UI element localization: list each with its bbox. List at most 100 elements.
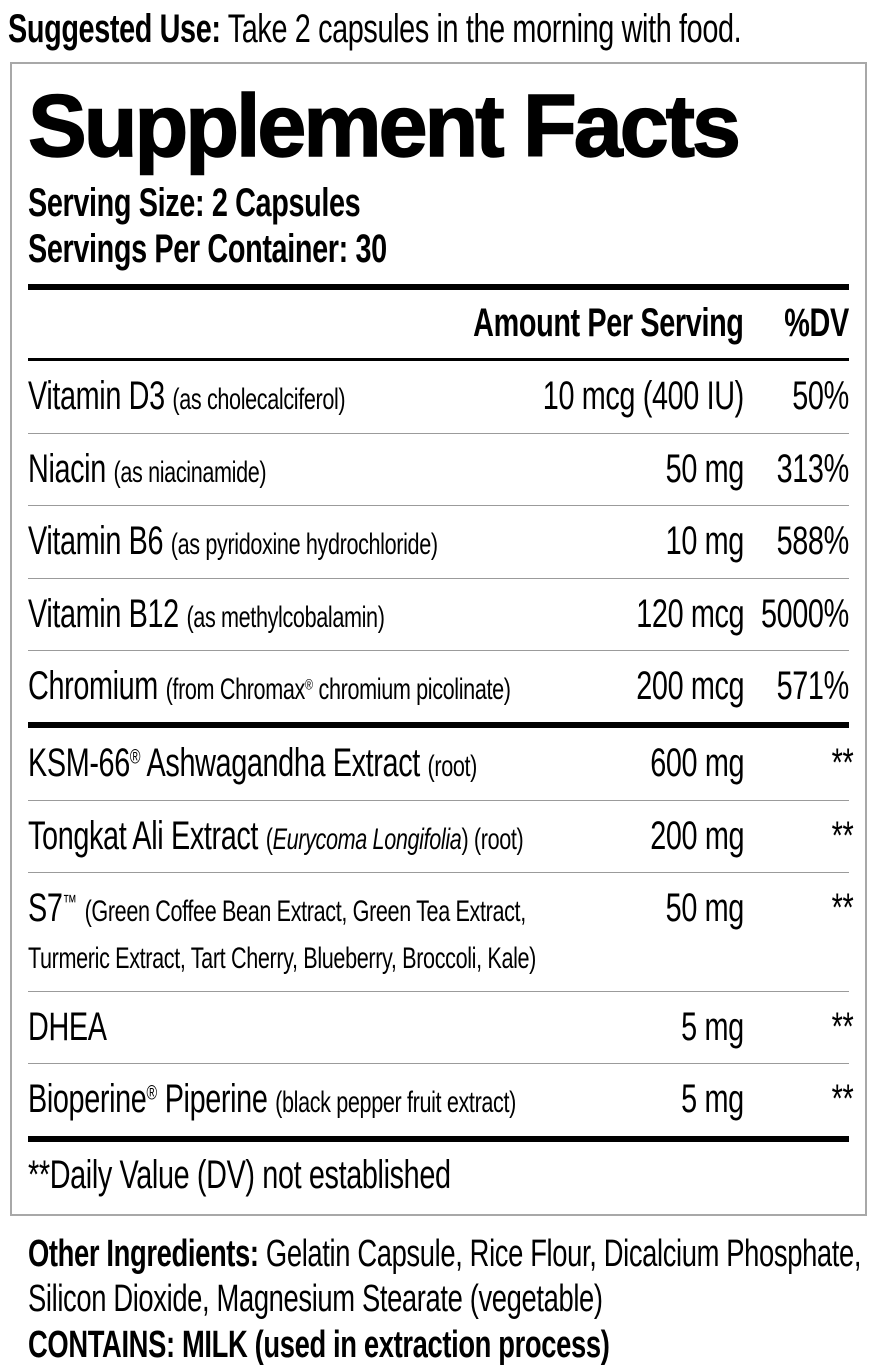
ingredient-name: Chromium — [28, 663, 158, 708]
amount-value: 200 mg — [650, 813, 744, 858]
ingredient-detail: (as niacinamide) — [113, 455, 267, 489]
ingredient-name: Niacin — [28, 446, 106, 491]
ingredient-row: Tongkat Ali Extract (Eurycoma Longifolia… — [28, 799, 854, 872]
ingredient-row: Vitamin B6 (as pyridoxine hydrochloride)… — [28, 505, 849, 577]
ingredient-row: DHEA 5 mg ** — [28, 990, 854, 1063]
ingredient-name: Tongkat Ali Extract — [28, 813, 259, 858]
ingredient-name-cell: Vitamin D3 (as cholecalciferol) — [28, 373, 465, 419]
ingredient-name-cell: Chromium (from Chromax® chromium picolin… — [28, 663, 594, 709]
other-ingredients: Other Ingredients: Gelatin Capsule, Rice… — [28, 1232, 863, 1323]
dv-value: 571% — [776, 663, 850, 708]
ingredient-detail: (as pyridoxine hydrochloride) — [170, 528, 438, 562]
panel-title: Supplement Facts — [27, 76, 741, 175]
dv-cell: ** — [744, 813, 854, 859]
suggested-use-label: Suggested Use: — [8, 7, 221, 51]
amount-cell: 50 mg — [635, 885, 745, 931]
dv-value: ** — [831, 1004, 854, 1049]
dv-cell: 588% — [744, 518, 850, 564]
amount-cell: 120 mcg — [594, 591, 744, 637]
divider-thick-top — [28, 284, 849, 290]
ingredient-detail: (Eurycoma Longifolia) (root) — [265, 822, 524, 856]
sup-mark: ® — [129, 746, 141, 769]
ingredient-name-cell: Tongkat Ali Extract (Eurycoma Longifolia… — [28, 813, 614, 859]
sup-mark: ® — [304, 676, 313, 694]
dv-value: 588% — [776, 519, 850, 564]
other-ingredients-label: Other Ingredients: — [28, 1232, 259, 1275]
amount-value: 50 mg — [665, 446, 745, 491]
daily-value-footnote: **Daily Value (DV) not established — [28, 1152, 451, 1197]
ingredient-row: Bioperine® Piperine (black pepper fruit … — [28, 1063, 854, 1135]
amount-cell: 50 mg — [635, 446, 745, 492]
dv-value: ** — [831, 1077, 854, 1122]
amount-per-serving-header: Amount Per Serving — [473, 301, 745, 345]
ingredient-name: Vitamin B6 — [28, 519, 164, 564]
amount-value: 10 mg — [665, 519, 745, 564]
ingredient-row: Vitamin B12 (as methylcobalamin) 120 mcg 5… — [28, 577, 849, 650]
amount-value: 120 mcg — [636, 591, 744, 636]
sup-mark: ® — [146, 1082, 158, 1105]
dv-value: 50% — [792, 374, 849, 419]
ingredient-row: Vitamin D3 (as cholecalciferol) 10 mcg (4… — [28, 361, 849, 432]
dv-value: ** — [831, 741, 854, 786]
sup-mark: ™ — [62, 891, 77, 914]
ingredient-name-cell: S7™ (Green Coffee Bean Extract, Green Te… — [28, 885, 635, 978]
dv-cell: ** — [744, 1004, 854, 1050]
amount-cell: 5 mg — [657, 1004, 744, 1050]
dv-header: %DV — [784, 301, 849, 345]
ingredient-group: Vitamin D3 (as cholecalciferol) 10 mcg (4… — [28, 361, 849, 722]
ingredient-row: S7™ (Green Coffee Bean Extract, Green Te… — [28, 872, 854, 991]
ingredient-detail: (as cholecalciferol) — [172, 383, 346, 417]
ingredient-row: Chromium (from Chromax® chromium picolin… — [28, 649, 850, 722]
ingredient-name: Vitamin B12 — [28, 591, 179, 636]
ingredient-name-cell: Vitamin B12 (as methylcobalamin) — [28, 591, 594, 637]
ingredient-group: KSM-66® Ashwagandha Extract (root) 600 mg… — [28, 722, 854, 1135]
ingredient-name-cell: Niacin (as niacinamide) — [28, 446, 635, 492]
dv-value: ** — [831, 886, 854, 931]
ingredient-name-cell: Vitamin B6 (as pyridoxine hydrochloride) — [28, 518, 635, 564]
amount-cell: 10 mg — [635, 518, 745, 564]
dv-value: 313% — [776, 446, 850, 491]
ingredient-name-cell: KSM-66® Ashwagandha Extract (root) — [28, 740, 614, 786]
amount-cell: 200 mg — [614, 813, 744, 859]
ingredient-name: S7™ — [28, 886, 77, 931]
dv-value: 5000% — [761, 591, 849, 636]
dv-header-cell: %DV — [744, 300, 849, 346]
ingredient-row: KSM-66® Ashwagandha Extract (root) 600 mg… — [28, 728, 854, 799]
suggested-use: Suggested Use: Take 2 capsules in the mo… — [8, 6, 863, 52]
ingredient-detail: (black pepper fruit extract) — [275, 1086, 516, 1120]
table-header-row: Amount Per Serving %DV — [28, 290, 850, 358]
dv-cell: ** — [744, 885, 854, 931]
ingredient-name-cell: DHEA — [28, 1004, 657, 1050]
dv-cell: 313% — [744, 446, 850, 492]
dv-cell: 571% — [744, 663, 850, 709]
dv-cell: ** — [744, 740, 854, 786]
amount-cell: 200 mcg — [594, 663, 744, 709]
dv-value: ** — [831, 813, 854, 858]
ingredient-name: DHEA — [28, 1004, 107, 1049]
ingredient-detail: (from Chromax® chromium picolinate) — [165, 672, 511, 706]
divider-medium-header — [28, 358, 849, 362]
dv-cell: ** — [744, 1076, 854, 1122]
other-ingredients-text: Gelatin Capsule, Rice Flour, Dicalcium P… — [28, 1232, 862, 1321]
ingredient-table: Vitamin D3 (as cholecalciferol) 10 mcg (4… — [28, 361, 854, 1135]
amount-value: 50 mg — [665, 886, 745, 931]
ingredient-detail: (root) — [427, 750, 478, 784]
amount-header-cell: Amount Per Serving — [368, 300, 745, 346]
ingredient-name: KSM-66® Ashwagandha Extract — [28, 741, 420, 786]
contains-statement: CONTAINS: MILK (used in extraction proce… — [28, 1323, 610, 1366]
dv-cell: 5000% — [744, 591, 849, 637]
amount-value: 600 mg — [650, 741, 744, 786]
amount-value: 200 mcg — [636, 663, 744, 708]
ingredient-name-cell: Bioperine® Piperine (black pepper fruit … — [28, 1076, 657, 1122]
amount-cell: 10 mcg (400 IU) — [465, 373, 744, 419]
ingredient-row: Niacin (as niacinamide) 50 mg 313% — [28, 432, 850, 505]
amount-value: 5 mg — [681, 1004, 744, 1049]
servings-per-container: Servings Per Container: 30 — [28, 227, 387, 271]
dv-cell: 50% — [744, 373, 849, 419]
amount-value: 10 mcg (400 IU) — [542, 374, 744, 419]
amount-cell: 5 mg — [657, 1076, 744, 1122]
divider-thick-bottom — [28, 1135, 849, 1142]
ingredient-detail: (Green Coffee Bean Extract, Green Tea Ex… — [28, 895, 537, 975]
ingredient-detail: (as methylcobalamin) — [186, 600, 385, 634]
suggested-use-text: Take 2 capsules in the morning with food… — [227, 7, 742, 51]
